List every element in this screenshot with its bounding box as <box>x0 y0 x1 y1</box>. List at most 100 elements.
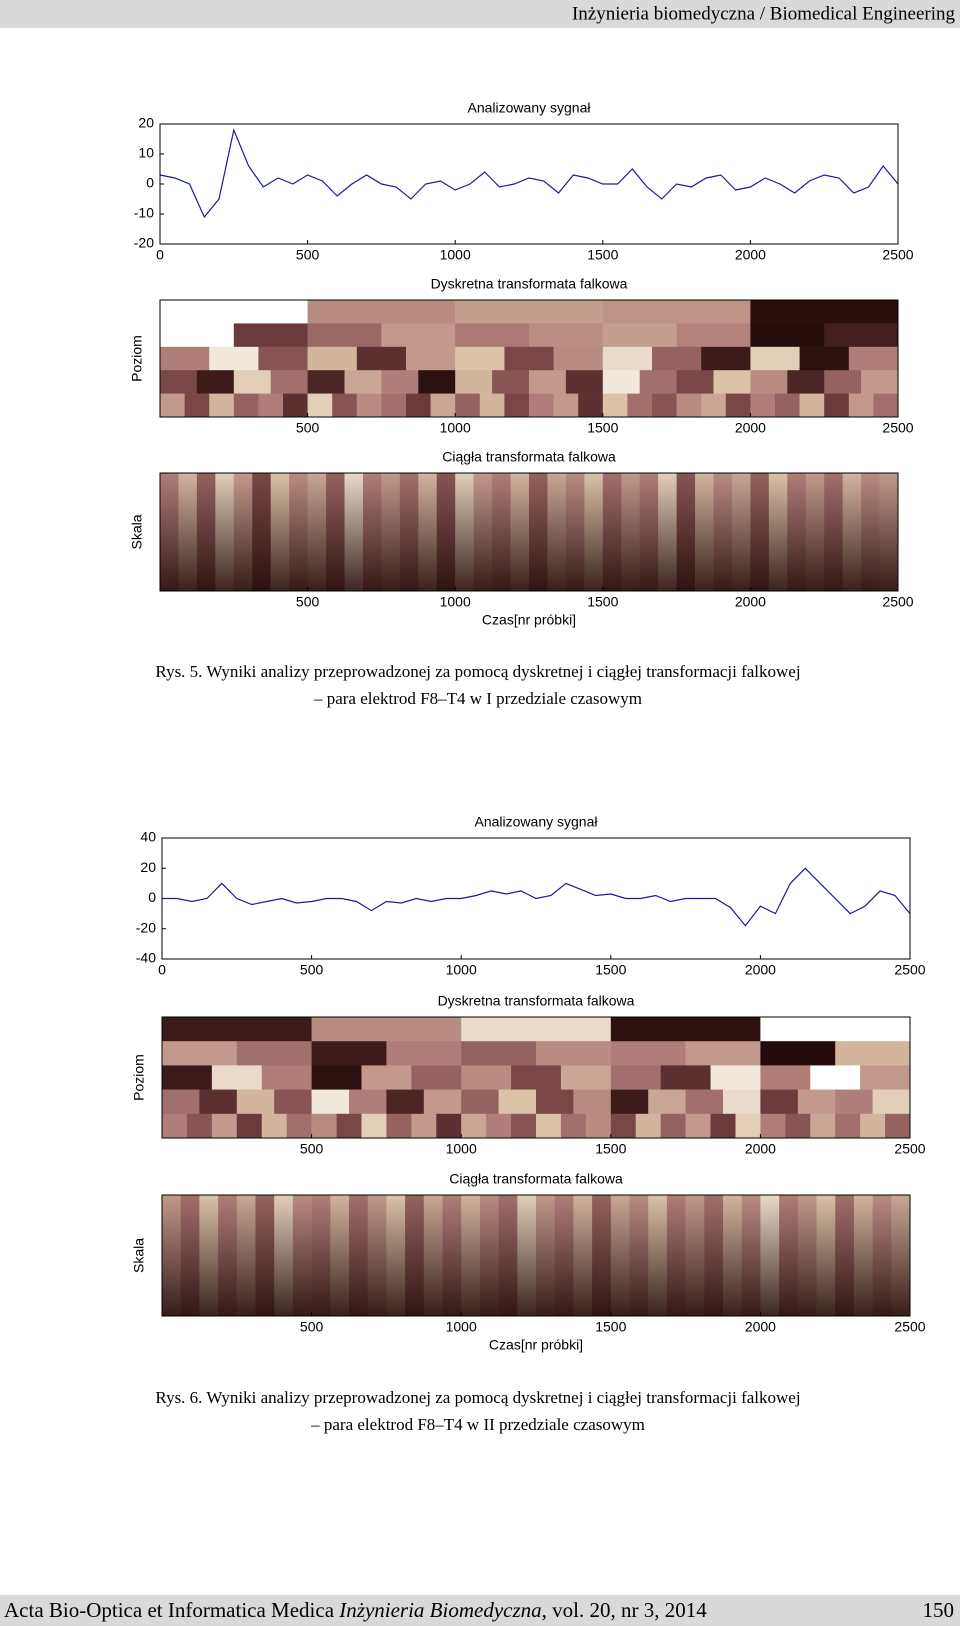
heatmap-cell <box>406 393 431 418</box>
heatmap-cell <box>261 1113 287 1139</box>
heatmap-cell <box>602 346 653 371</box>
heatmap-cell <box>723 1089 761 1115</box>
heatmap-cell <box>676 393 702 418</box>
heatmap-cell <box>785 1113 811 1139</box>
heatmap-cell <box>872 1089 911 1115</box>
heatmap-cell <box>835 1113 861 1139</box>
y-tick-label: 20 <box>140 859 156 875</box>
heatmap-cell <box>610 1017 761 1042</box>
scalogram-shade <box>162 1195 910 1316</box>
heatmap-cell <box>602 300 751 324</box>
heatmap-cell <box>725 393 751 418</box>
heatmap-cell <box>710 1065 761 1090</box>
heatmap-cell <box>660 1065 711 1090</box>
x-tick-label: 2000 <box>745 1319 776 1335</box>
x-tick-label: 1000 <box>446 962 477 978</box>
y-axis-label: Poziom <box>131 1054 147 1101</box>
heatmap-cell <box>162 1089 200 1115</box>
chart-title: Ciągła transformata falkowa <box>442 449 616 465</box>
heatmap-cell <box>750 300 899 324</box>
heatmap-cell <box>311 1017 462 1042</box>
heatmap-cell <box>799 346 850 371</box>
journal-subtitle: Inżynieria Biomedyczna <box>338 1598 541 1622</box>
heatmap-cell <box>799 393 825 418</box>
heatmap-cell <box>860 1113 886 1139</box>
heatmap-cell <box>529 393 554 418</box>
x-tick-label: 1000 <box>440 420 471 436</box>
heatmap-cell <box>848 346 899 371</box>
heatmap-cell <box>461 1017 612 1042</box>
heatmap-cell <box>685 1113 711 1139</box>
heatmap-cell <box>307 300 456 324</box>
heatmap-cell <box>760 1089 799 1115</box>
heatmap-cell <box>270 370 308 394</box>
heatmap-cell <box>885 1113 911 1139</box>
heatmap-cell <box>627 393 653 418</box>
footer-text: Acta Bio-Optica et Informatica Medica In… <box>4 1598 707 1622</box>
x-axis-label: Czas[nr próbki] <box>482 612 576 628</box>
y-tick-label: 20 <box>138 115 154 131</box>
heatmap-cell <box>529 323 604 348</box>
header-title: Inżynieria biomedyczna / Biomedical Engi… <box>572 3 956 24</box>
heatmap-cell <box>455 370 493 394</box>
scalogram-shade <box>160 473 898 591</box>
heatmap-cell <box>848 393 874 418</box>
heatmap-cell <box>660 1113 686 1139</box>
x-tick-label: 500 <box>300 1141 324 1157</box>
heatmap-cell <box>307 393 333 418</box>
heatmap-cell <box>160 393 185 418</box>
chart-title: Ciągła transformata falkowa <box>449 1171 623 1187</box>
heatmap-cell <box>311 1041 387 1066</box>
heatmap-cell <box>307 346 358 371</box>
heatmap-cell <box>750 393 776 418</box>
heatmap-cell <box>529 370 567 394</box>
heatmap-cell <box>536 1113 562 1139</box>
x-tick-label: 2500 <box>882 594 913 610</box>
x-tick-label: 500 <box>300 1319 324 1335</box>
heatmap-cell <box>648 1089 686 1115</box>
heatmap-cell <box>162 1041 238 1066</box>
heatmap-cell <box>750 346 800 371</box>
x-tick-label: 1500 <box>595 1319 626 1335</box>
x-tick-label: 2500 <box>882 420 913 436</box>
heatmap-cell <box>160 370 198 394</box>
x-tick-label: 1000 <box>446 1141 477 1157</box>
heatmap-cell <box>233 393 259 418</box>
chart-title: Analizowany sygnał <box>468 100 592 116</box>
y-tick-label: -10 <box>134 205 154 221</box>
chart-title: Dyskretna transformata falkowa <box>431 276 628 292</box>
x-tick-label: 2000 <box>745 962 776 978</box>
x-tick-label: 500 <box>296 247 320 263</box>
heatmap-cell <box>685 1089 724 1115</box>
heatmap-cell <box>211 1113 238 1139</box>
heatmap-cell <box>498 1089 537 1115</box>
x-tick-label: 2500 <box>894 1141 925 1157</box>
caption: Rys. 5. Wyniki analizy przeprowadzonej z… <box>155 662 800 681</box>
heatmap-cell <box>860 1065 911 1090</box>
caption: – para elektrod F8–T4 w I przedziale cza… <box>313 689 642 708</box>
heatmap-cell <box>824 323 899 348</box>
heatmap-cell <box>311 1089 350 1115</box>
heatmap-cell <box>461 1065 512 1090</box>
heatmap-cell <box>236 1113 263 1139</box>
heatmap-cell <box>810 1113 836 1139</box>
heatmap-cell <box>336 1113 362 1139</box>
heatmap-cell <box>344 370 382 394</box>
heatmap-cell <box>411 1113 437 1139</box>
x-tick-label: 2000 <box>735 420 766 436</box>
heatmap-cell <box>461 1113 487 1139</box>
plot-frame <box>161 1016 911 1139</box>
y-axis-label: Skala <box>131 1238 147 1273</box>
heatmap-cell <box>411 1065 462 1090</box>
chart-title: Dyskretna transformata falkowa <box>438 993 635 1009</box>
heatmap-cell <box>639 370 677 394</box>
heatmap-cell <box>760 1017 911 1042</box>
x-tick-label: 1000 <box>440 247 471 263</box>
plot-frame <box>161 1194 911 1317</box>
x-tick-label: 1000 <box>446 1319 477 1335</box>
heatmap-cell <box>560 1113 587 1139</box>
plot-frame <box>159 472 899 592</box>
chart-title: Analizowany sygnał <box>475 814 599 830</box>
